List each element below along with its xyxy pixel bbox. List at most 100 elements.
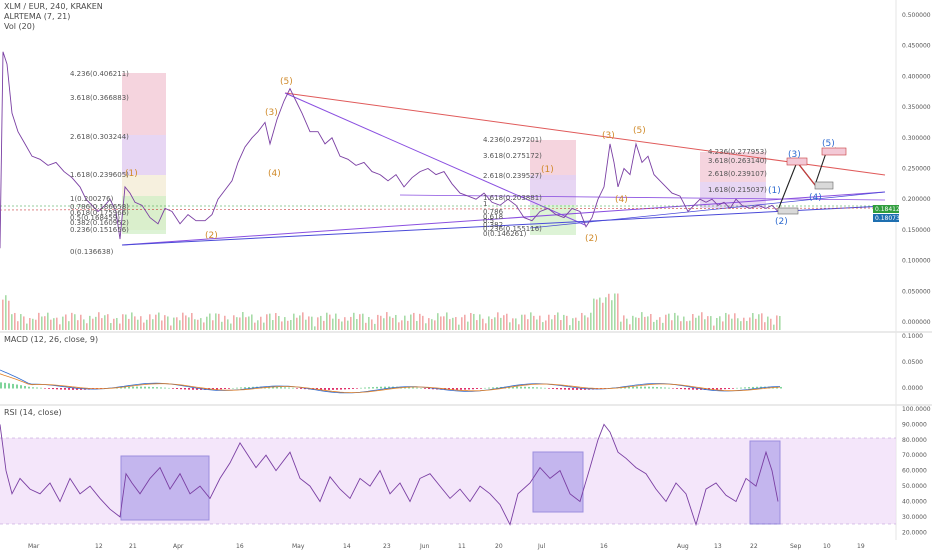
price-tick-label: 0.100000 xyxy=(902,258,931,265)
rsi-axis[interactable]: 100.0000 90.0000 80.0000 70.0000 60.0000 50.0… xyxy=(902,406,931,536)
volume-bar xyxy=(668,313,670,330)
volume-bar xyxy=(2,299,4,330)
volume-bar xyxy=(686,321,688,330)
rsi-tick-label: 80.0000 xyxy=(902,437,927,444)
macd-hist-bar xyxy=(192,388,194,390)
macd-hist-bar xyxy=(172,388,174,389)
macd-hist-bar xyxy=(160,387,162,389)
volume-bar xyxy=(203,322,205,330)
volume-bar xyxy=(689,320,691,330)
macd-hist-bar xyxy=(624,387,626,389)
volume-bar xyxy=(341,321,343,330)
price-tick-label: 0.350000 xyxy=(902,104,931,111)
macd-hist-bar xyxy=(568,388,570,390)
volume-bar xyxy=(251,314,253,330)
macd-hist-bar xyxy=(356,388,358,389)
macd-hist-bar xyxy=(148,386,150,389)
volume-bar xyxy=(164,315,166,330)
macd-hist-bar xyxy=(348,388,350,390)
volume-bar xyxy=(80,314,82,330)
macd-hist-bar xyxy=(740,387,742,389)
volume-bar xyxy=(407,320,409,330)
macd-hist-bar xyxy=(520,386,522,389)
macd-hist-bar xyxy=(492,387,494,389)
volume-bar xyxy=(464,314,466,330)
volume-bar xyxy=(113,318,115,330)
volume-bar xyxy=(650,314,652,330)
macd-hist-bar xyxy=(380,386,382,389)
volume-bar xyxy=(275,313,277,330)
price-tick-label: 0.300000 xyxy=(902,135,931,142)
volume-bar xyxy=(107,314,109,330)
rsi-tick-label: 40.0000 xyxy=(902,498,927,505)
volume-bar xyxy=(488,316,490,330)
volume-bar xyxy=(662,322,664,330)
volume-bar xyxy=(485,323,487,330)
wave-label: (5) xyxy=(280,77,293,87)
volume-bar xyxy=(707,316,709,330)
volume-bar xyxy=(725,312,727,330)
fib-box-left xyxy=(122,73,166,234)
volume-bar xyxy=(368,316,370,330)
macd-hist-bar xyxy=(540,387,542,389)
volume-bar xyxy=(353,312,355,330)
volume-bar xyxy=(332,318,334,330)
volume-bar xyxy=(71,312,73,330)
macd-hist-bar xyxy=(56,388,58,390)
macd-hist-bar xyxy=(184,388,186,390)
volume-bar xyxy=(491,318,493,330)
volume-bar xyxy=(587,317,589,330)
volume-bar xyxy=(524,314,526,330)
volume-bar xyxy=(551,319,553,330)
macd-series[interactable] xyxy=(0,369,782,394)
volume-bar xyxy=(227,319,229,330)
macd-hist-bar xyxy=(496,387,498,389)
volume-bar xyxy=(401,320,403,330)
macd-hist-bar xyxy=(636,386,638,389)
price-axis[interactable]: 0.500000 0.450000 0.400000 0.350000 0.300000… xyxy=(902,12,931,326)
volume-bar xyxy=(299,315,301,330)
volume-bar xyxy=(260,316,262,330)
fib-left-label: 2.618(0.303244) xyxy=(70,133,129,141)
volume-bar xyxy=(290,320,292,330)
time-axis[interactable]: Mar 12 21 Apr 16 May 14 23 Jun 11 20 Jul 16 Aug 13 22 Se… xyxy=(28,543,865,550)
volume-bar xyxy=(308,316,310,330)
macd-hist-bar xyxy=(72,388,74,390)
rsi-series[interactable] xyxy=(0,423,779,527)
fib-mid-label: 4.236(0.297201) xyxy=(483,136,542,144)
volume-bar xyxy=(503,315,505,330)
volume-bar xyxy=(92,318,94,330)
macd-hist-bar xyxy=(704,388,706,390)
macd-hist-bar xyxy=(552,388,554,389)
time-tick-label: 20 xyxy=(495,543,503,550)
volume-bar xyxy=(746,320,748,330)
volume-bar xyxy=(758,314,760,330)
volume-bar xyxy=(722,321,724,330)
volume-bar xyxy=(674,312,676,330)
volume-bar xyxy=(176,317,178,330)
wave-label: (5) xyxy=(822,139,835,149)
macd-hist-bar xyxy=(28,386,30,389)
macd-hist-bar xyxy=(644,386,646,389)
volume-bar xyxy=(23,316,25,330)
price-series[interactable] xyxy=(0,51,779,249)
volume-bar xyxy=(563,314,565,330)
volume-bar xyxy=(596,299,598,330)
macd-hist-bar xyxy=(692,388,694,390)
fib-mid-label: 0.618 xyxy=(483,213,503,221)
volume-bar xyxy=(473,313,475,330)
time-tick-label: 19 xyxy=(857,543,865,550)
macd-hist-bar xyxy=(548,388,550,389)
fib-left-label: 0.382(0.160952) xyxy=(70,219,129,227)
volume-bar xyxy=(644,316,646,330)
rsi-tick-label: 100.0000 xyxy=(902,406,931,413)
macd-axis[interactable]: 0.1000 0.0500 0.0000 xyxy=(902,333,923,392)
macd-hist-bar xyxy=(20,385,22,389)
volume-bar xyxy=(635,317,637,330)
volume-bar xyxy=(74,314,76,330)
volume-bar xyxy=(617,293,619,330)
macd-hist-bar xyxy=(384,386,386,389)
fib-mid-label: 0.382 xyxy=(483,221,503,229)
volume-bar xyxy=(239,317,241,330)
